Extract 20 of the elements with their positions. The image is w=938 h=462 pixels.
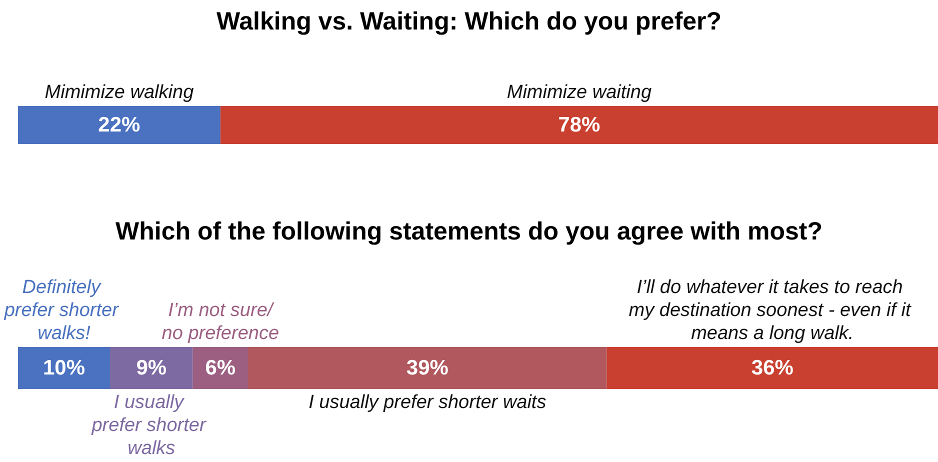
bar bbox=[18, 347, 110, 389]
bar bbox=[606, 347, 938, 389]
series-label: Definitely prefer shorter walks! bbox=[3, 277, 124, 344]
bar bbox=[248, 347, 607, 389]
data-label: 78% bbox=[558, 114, 601, 136]
data-label: 6% bbox=[205, 356, 236, 380]
series-label: I usually prefer shorter walks bbox=[90, 392, 212, 459]
chart-title: Which of the following statements do you agree with most? bbox=[116, 218, 822, 246]
data-label: 10% bbox=[42, 356, 86, 380]
data-label: 36% bbox=[751, 356, 794, 380]
series-label: I’ll do whatever it takes to reach my destination soonest - even if it means a long walk. bbox=[628, 277, 916, 344]
data-label: 9% bbox=[136, 356, 167, 380]
chart-title: Walking vs. Waiting: Which do you prefer? bbox=[216, 8, 722, 36]
series-label: I’m not sure/no preference bbox=[162, 300, 280, 344]
series-label: Mimimize walking bbox=[44, 82, 194, 103]
data-label: 39% bbox=[406, 356, 449, 380]
series-label: Mimimize waiting bbox=[506, 82, 652, 103]
data-label: 22% bbox=[98, 114, 141, 136]
bar bbox=[110, 347, 193, 389]
series-label: I usually prefer shorter waits bbox=[308, 392, 547, 413]
